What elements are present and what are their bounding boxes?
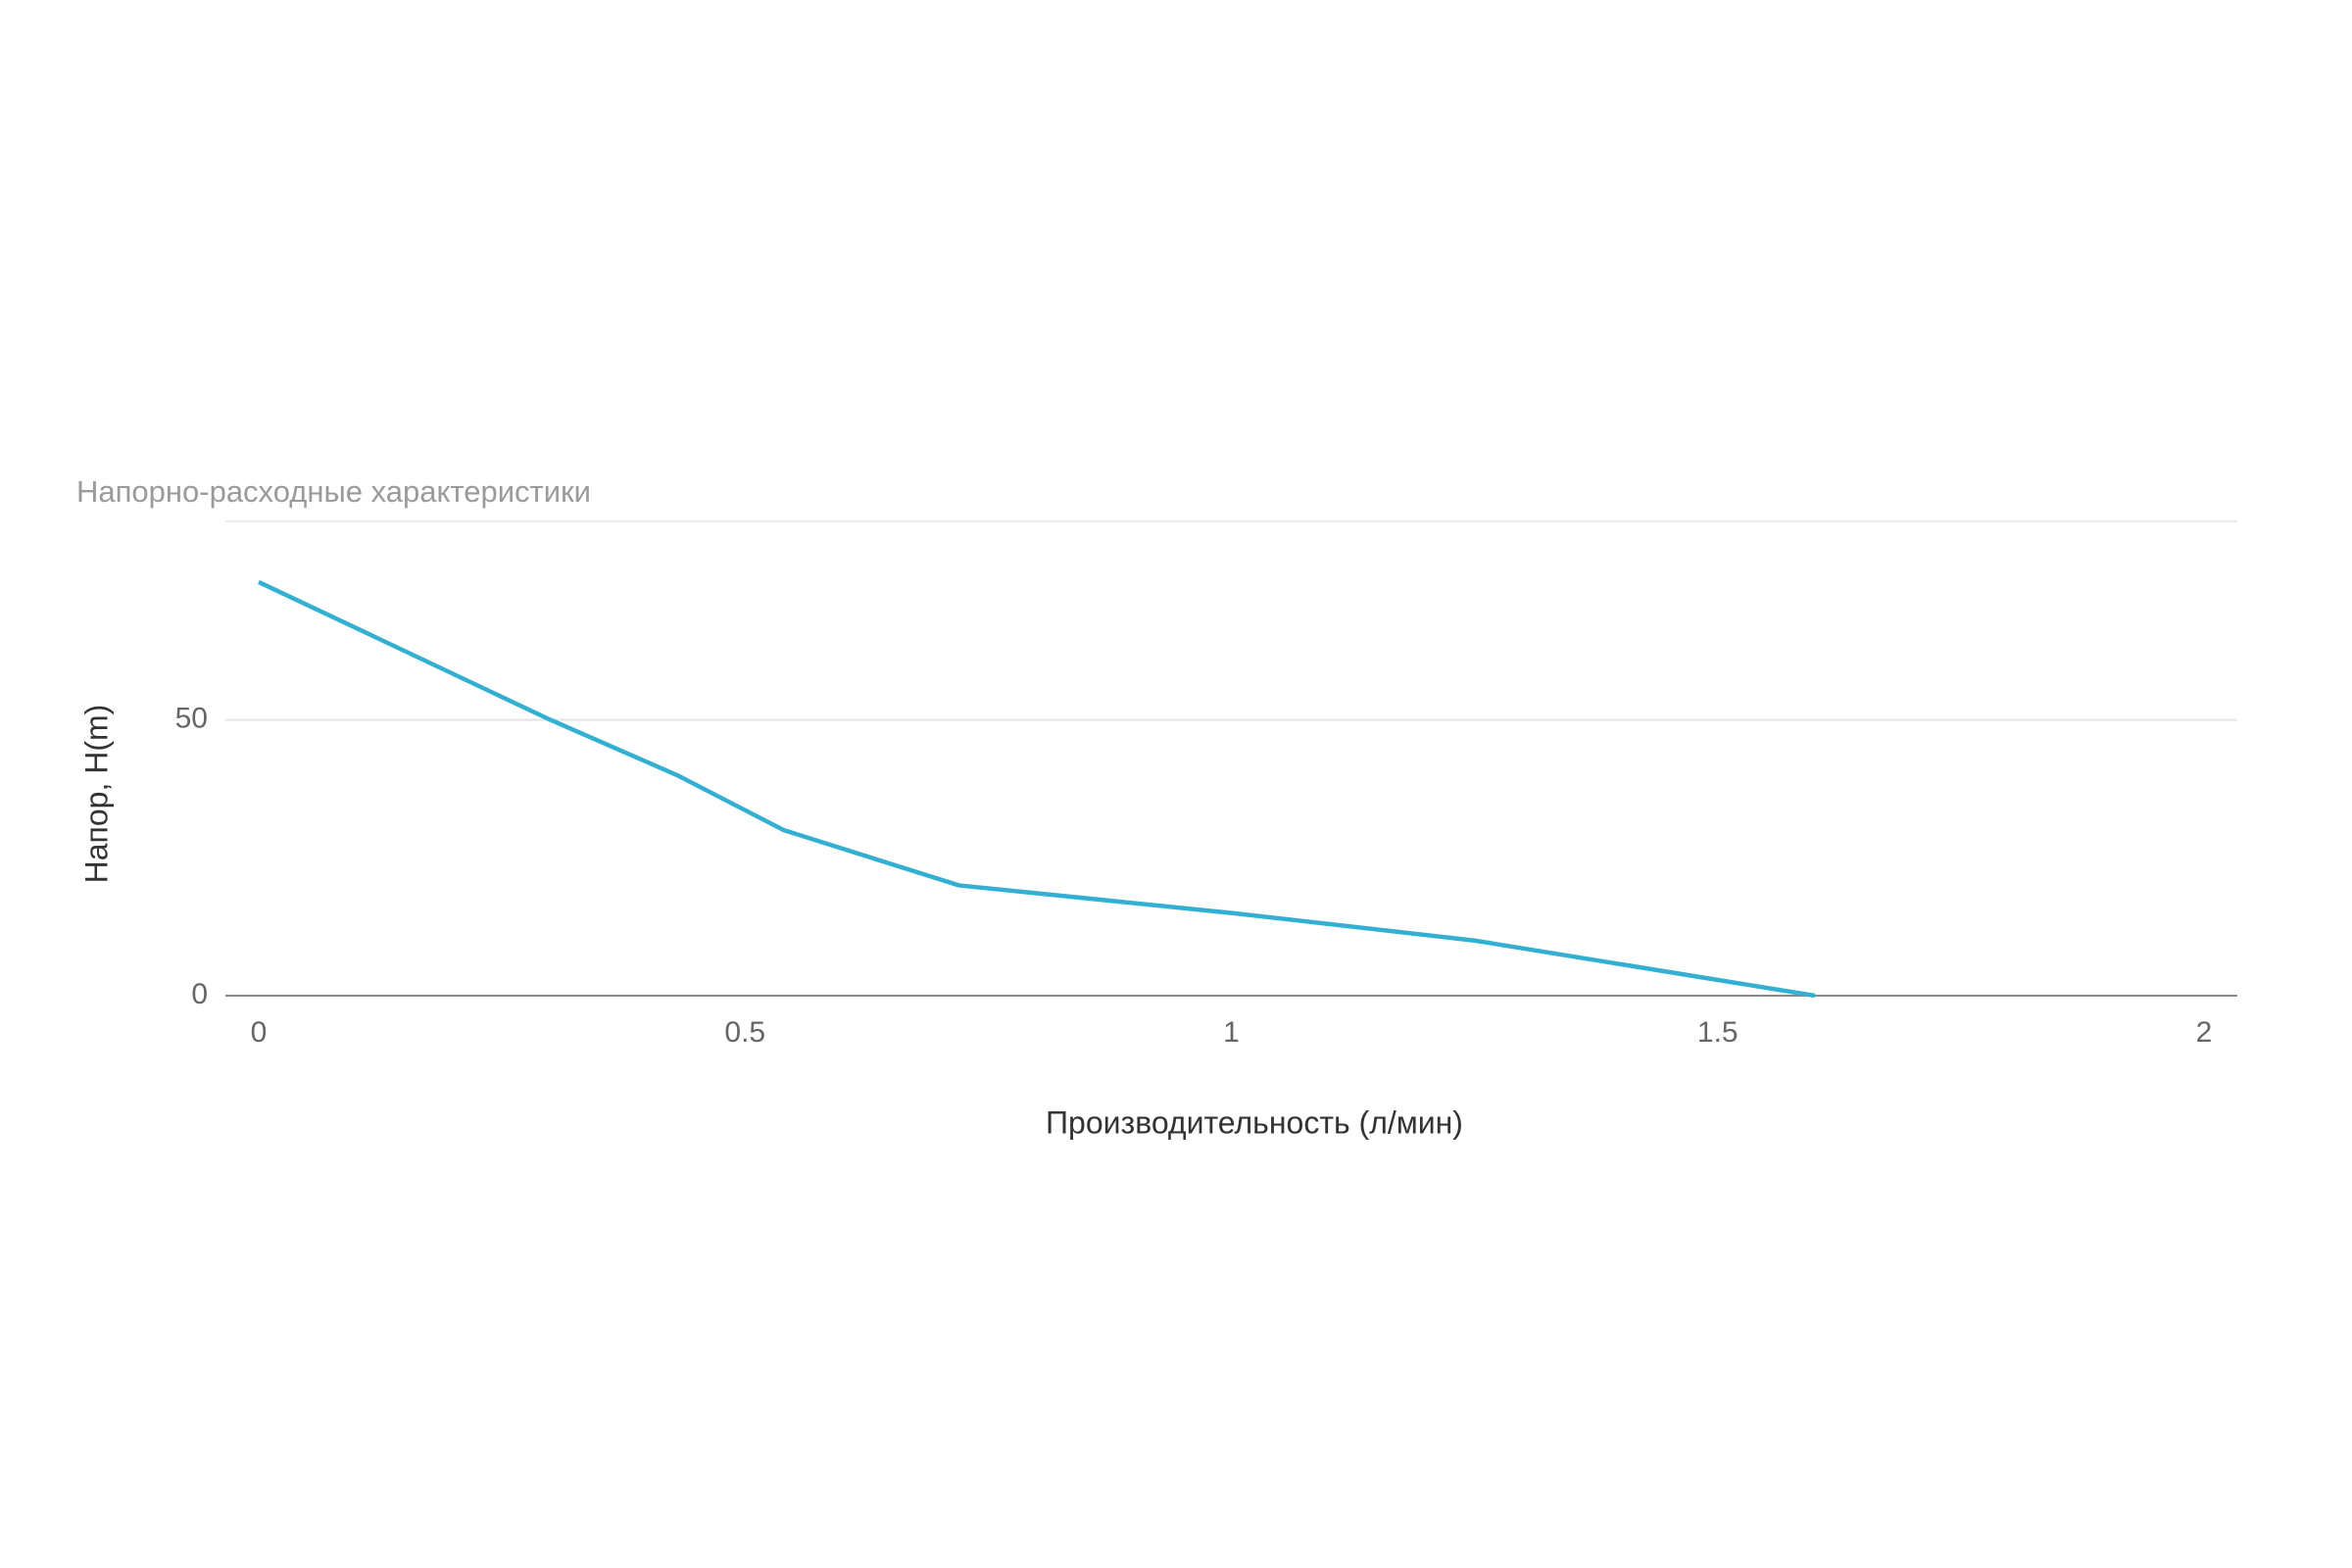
y-tick-label: 50 (175, 703, 208, 735)
x-tick-label: 0.5 (724, 1016, 765, 1049)
x-axis-title: Производительность (л/мин) (1046, 1104, 1463, 1140)
data-line (258, 579, 1816, 999)
x-tick-label: 0 (251, 1016, 268, 1049)
x-tick-label: 1.5 (1697, 1016, 1739, 1049)
y-tick-label: 0 (191, 978, 208, 1010)
chart-title: Напорно-расходные характеристики (76, 474, 591, 509)
x-tick-label: 1 (1223, 1016, 1240, 1049)
y-axis-title: Напор, H(m) (78, 705, 114, 884)
x-tick-label: 2 (2196, 1016, 2213, 1049)
